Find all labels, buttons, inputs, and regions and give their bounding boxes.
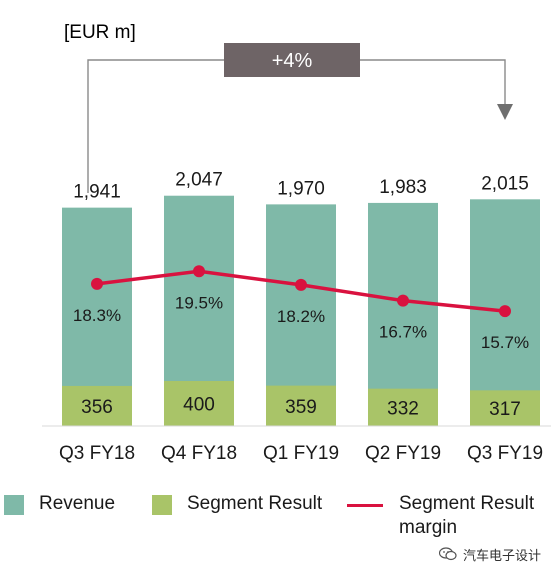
growth-bracket (87, 59, 506, 193)
legend-swatch-margin (347, 504, 383, 507)
bars-group (62, 195, 540, 426)
margin-label-q4-fy18: 19.5% (175, 293, 223, 312)
legend-item-revenue: Revenue (4, 492, 115, 516)
segment-result-bar-q4-fy18 (164, 381, 234, 426)
revenue-label-q4-fy18: 2,047 (175, 170, 223, 191)
legend-label-margin: Segment Result margin (399, 492, 534, 540)
legend-item-segment-result: Segment Result (152, 492, 322, 516)
segment-result-bar-q2-fy19 (368, 388, 438, 426)
margin-label-q1-fy19: 18.2% (277, 307, 325, 326)
revenue-label-q1-fy19: 1,970 (277, 178, 325, 199)
x-tick-q3-fy18: Q3 FY18 (59, 443, 135, 464)
legend-item-margin: Segment Result margin (347, 492, 534, 540)
segment-result-label-q2-fy19: 332 (387, 398, 419, 419)
legend-label-revenue: Revenue (39, 493, 116, 514)
legend-label-margin-line2: margin (399, 517, 458, 538)
labels-group: 1,941 356 18.3% 2,047 400 19.5% 1,970 359 18.2% 1… (73, 170, 529, 420)
legend-swatch-segment-result (152, 495, 172, 515)
watermark-text: 汽车电子设计 (462, 547, 541, 563)
growth-arrow-head (497, 104, 513, 120)
revenue-label-q3-fy18: 1,941 (73, 182, 121, 203)
revenue-label-q2-fy19: 1,983 (379, 177, 427, 198)
margin-point-q4-fy18 (193, 265, 205, 278)
segment-result-bar-q3-fy19 (470, 390, 540, 426)
x-tick-q4-fy18: Q4 FY18 (161, 443, 237, 464)
legend-label-margin-line1: Segment Result (399, 493, 535, 514)
segment-result-label-q4-fy18: 400 (183, 395, 215, 416)
margin-point-q1-fy19 (295, 278, 307, 291)
margin-label-q3-fy18: 18.3% (73, 306, 121, 325)
x-tick-q2-fy19: Q2 FY19 (365, 443, 441, 464)
margin-line-group (91, 265, 511, 318)
wechat-icon (438, 547, 457, 561)
unit-label: [EUR m] (64, 22, 136, 43)
margin-point-q2-fy19 (397, 294, 409, 307)
revenue-label-q3-fy19: 2,015 (481, 173, 529, 194)
x-tick-q3-fy19: Q3 FY19 (467, 443, 543, 464)
legend: Revenue Segment Result Segment Result ma… (0, 492, 551, 542)
segment-result-label-q3-fy18: 356 (81, 397, 113, 418)
segment-result-label-q3-fy19: 317 (489, 399, 521, 420)
x-tick-labels: Q3 FY18 Q4 FY18 Q1 FY19 Q2 FY19 Q3 FY19 (59, 443, 543, 464)
margin-label-q2-fy19: 16.7% (379, 323, 427, 342)
margin-point-q3-fy19 (499, 305, 511, 318)
segment-result-bar-q1-fy19 (266, 385, 336, 426)
watermark: 汽车电子设计 (438, 542, 541, 566)
growth-annotation: +4% (87, 43, 513, 193)
x-tick-q1-fy19: Q1 FY19 (263, 443, 339, 464)
segment-result-bar-q3-fy18 (62, 385, 132, 426)
legend-label-segment-result: Segment Result (187, 493, 323, 514)
margin-point-q3-fy18 (91, 277, 103, 290)
segment-result-label-q1-fy19: 359 (285, 397, 317, 418)
growth-box (224, 43, 360, 77)
growth-label: +4% (272, 50, 313, 72)
margin-label-q3-fy19: 15.7% (481, 333, 529, 352)
legend-swatch-revenue (4, 495, 24, 515)
